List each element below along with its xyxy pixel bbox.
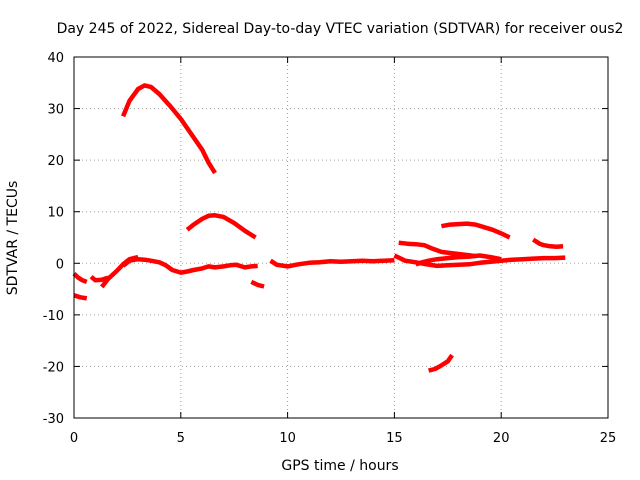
series-seg-a: [73, 293, 88, 301]
y-tick-label: 10: [47, 206, 64, 221]
series-seg-f: [121, 83, 217, 175]
x-tick-label: 5: [177, 431, 185, 446]
y-tick-label: -20: [43, 360, 64, 375]
y-tick-label: 30: [47, 103, 64, 118]
series-seg-g: [185, 213, 257, 240]
series-seg-c: [89, 274, 109, 283]
axis-ticks: 0 5 10 15 20 25 -30 -20 -10 0 10 20 30 40: [43, 51, 617, 446]
x-tick-label: 20: [493, 431, 510, 446]
series-seg-b: [72, 271, 88, 285]
y-tick-label: 20: [47, 154, 64, 169]
grid: [74, 57, 608, 418]
plot-frame: [73, 56, 609, 419]
x-tick-label: 0: [70, 431, 78, 446]
series-seg-o: [531, 237, 564, 250]
x-tick-label: 15: [386, 431, 403, 446]
series-seg-e: [121, 256, 258, 275]
y-tick-label: 0: [56, 257, 64, 272]
y-tick-label: 40: [47, 51, 64, 66]
series-seg-n: [428, 353, 454, 373]
series-seg-m: [440, 221, 511, 240]
series-seg-i: [269, 257, 395, 269]
data-series: [72, 83, 566, 373]
series-seg-h: [250, 279, 265, 289]
y-axis-label: SDTVAR / TECUs: [5, 181, 21, 296]
x-tick-label: 25: [600, 431, 617, 446]
x-tick-label: 10: [279, 431, 296, 446]
series-seg-k: [415, 253, 502, 267]
y-tick-label: -10: [43, 309, 64, 324]
series-seg-l: [398, 240, 476, 259]
x-axis-label: GPS time / hours: [281, 458, 398, 474]
chart-title: Day 245 of 2022, Sidereal Day-to-day VTE…: [57, 21, 624, 37]
y-tick-label: -30: [43, 412, 64, 427]
